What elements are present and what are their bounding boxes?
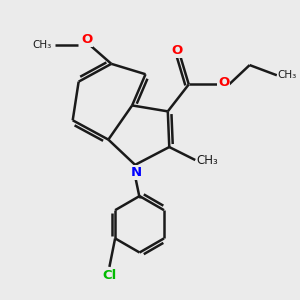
Text: O: O [81, 33, 92, 46]
Text: Cl: Cl [102, 269, 116, 282]
Text: CH₃: CH₃ [278, 70, 297, 80]
Text: O: O [172, 44, 183, 57]
Text: O: O [218, 76, 230, 88]
Text: CH₃: CH₃ [32, 40, 51, 50]
Text: N: N [130, 167, 142, 179]
Text: CH₃: CH₃ [197, 154, 219, 166]
